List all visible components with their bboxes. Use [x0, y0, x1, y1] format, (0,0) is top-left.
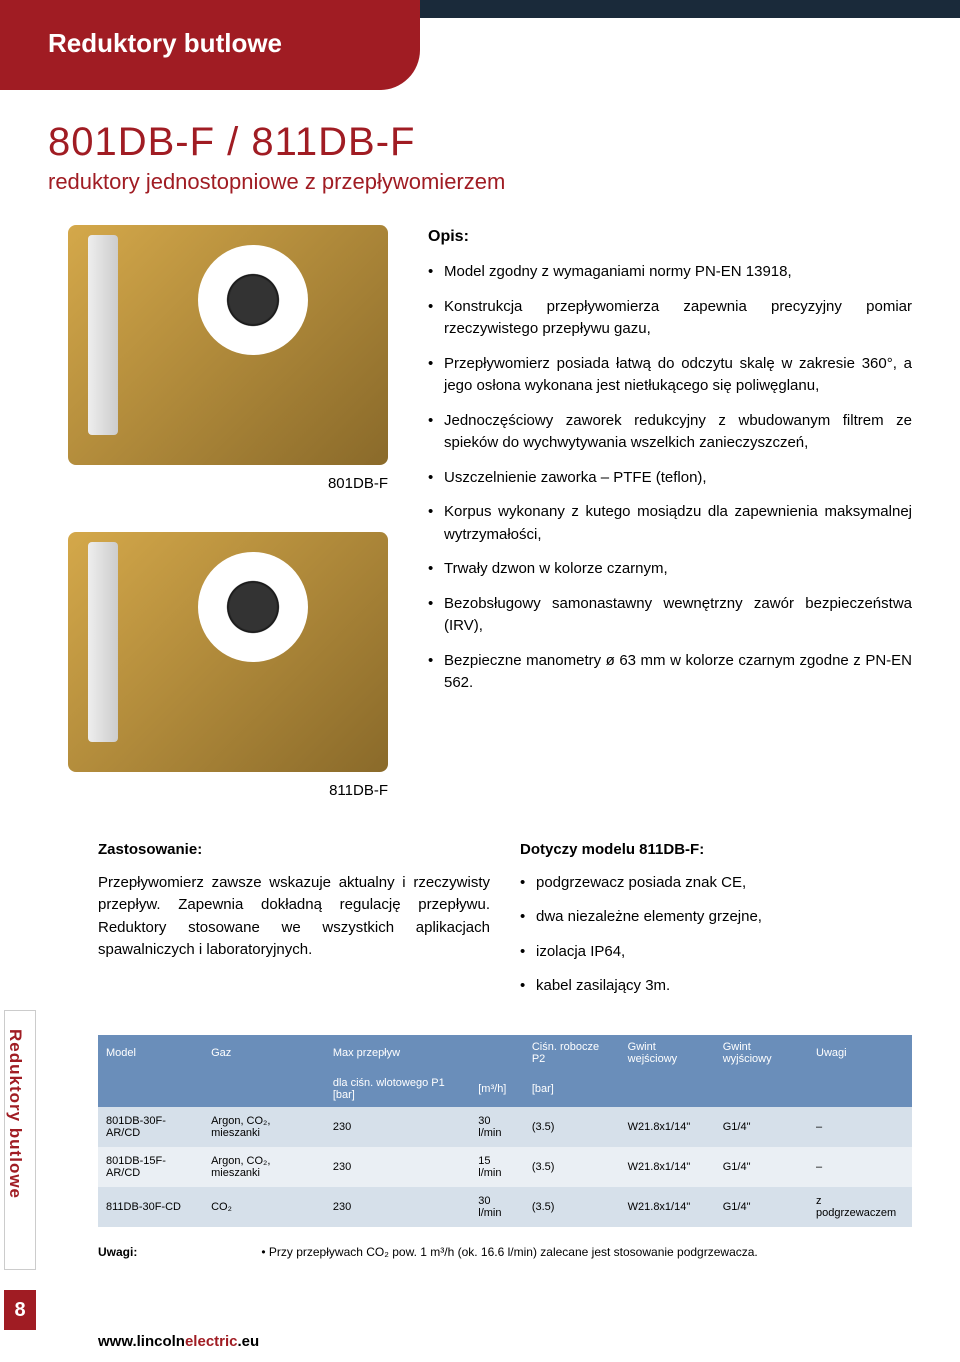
th-p2: Ciśn. robocze P2 [524, 1035, 620, 1071]
cell: G1/4" [715, 1187, 808, 1227]
url-brand2: electric [185, 1333, 238, 1350]
cell: 811DB-30F-CD [98, 1187, 203, 1227]
product-image-811dbf [68, 532, 388, 772]
desc-bullet: Przepływomierz posiada łatwą do odczytu … [428, 353, 912, 398]
side-tab: Reduktory butlowe [4, 1010, 36, 1270]
th-sub [203, 1071, 325, 1107]
notes-text: • Przy przepływach CO₂ pow. 1 m³/h (ok. … [261, 1245, 757, 1259]
variant-bullet: dwa niezależne elementy grzejne, [520, 906, 912, 929]
spec-table-wrap: Model Gaz Max przepływ Ciśn. robocze P2 … [48, 1035, 912, 1227]
th-sub: [bar] [524, 1071, 620, 1107]
cell: G1/4" [715, 1107, 808, 1147]
desc-bullet: Trwały dzwon w kolorze czarnym, [428, 558, 912, 581]
cell: 15 l/min [470, 1147, 524, 1187]
cell: (3.5) [524, 1107, 620, 1147]
cell: 230 [325, 1147, 470, 1187]
side-tab-label: Reduktory butlowe [5, 1011, 25, 1199]
application-block: Zastosowanie: Przepływomierz zawsze wska… [98, 839, 490, 1010]
th-sub [808, 1071, 912, 1107]
desc-bullet: Bezobsługowy samonastawny wewnętrzny zaw… [428, 593, 912, 638]
table-header-row-1: Model Gaz Max przepływ Ciśn. robocze P2 … [98, 1035, 912, 1071]
cell: W21.8x1/14" [620, 1147, 715, 1187]
table-row: 811DB-30F-CD CO₂ 230 30 l/min (3.5) W21.… [98, 1187, 912, 1227]
desc-bullet: Bezpieczne manometry ø 63 mm w kolorze c… [428, 650, 912, 695]
cell: Argon, CO₂, mieszanki [203, 1107, 325, 1147]
th-notes: Uwagi [808, 1035, 912, 1071]
image-label-1: 801DB-F [48, 475, 408, 492]
cell: CO₂ [203, 1187, 325, 1227]
url-brand1: lincoln [137, 1333, 185, 1350]
page-category-title: Reduktory butlowe [0, 0, 420, 59]
th-sub [715, 1071, 808, 1107]
variant-bullet: izolacja IP64, [520, 941, 912, 964]
variant-list: podgrzewacz posiada znak CE, dwa niezale… [520, 872, 912, 998]
th-gas: Gaz [203, 1035, 325, 1071]
product-image-801dbf [68, 225, 388, 465]
description-heading: Opis: [428, 225, 912, 249]
th-flow: Max przepływ [325, 1035, 524, 1071]
th-sub [98, 1071, 203, 1107]
th-sub: dla ciśn. wlotowego P1 [bar] [325, 1071, 470, 1107]
variant-bullet: kabel zasilający 3m. [520, 975, 912, 998]
cell: z podgrzewaczem [808, 1187, 912, 1227]
th-sub [620, 1071, 715, 1107]
desc-bullet: Korpus wykonany z kutego mosiądzu dla za… [428, 501, 912, 546]
url-suffix: .eu [238, 1333, 260, 1350]
desc-bullet: Konstrukcja przepływomierza zapewnia pre… [428, 296, 912, 341]
variant-block: Dotyczy modelu 811DB-F: podgrzewacz posi… [520, 839, 912, 1010]
cell: W21.8x1/14" [620, 1107, 715, 1147]
cell: – [808, 1147, 912, 1187]
cell: 801DB-30F-AR/CD [98, 1107, 203, 1147]
cell: 230 [325, 1107, 470, 1147]
image-label-2: 811DB-F [48, 782, 408, 799]
cell: G1/4" [715, 1147, 808, 1187]
th-model: Model [98, 1035, 203, 1071]
footer-url: www.lincolnelectric.eu [98, 1333, 259, 1350]
application-text: Przepływomierz zawsze wskazuje aktualny … [98, 872, 490, 962]
cell: (3.5) [524, 1147, 620, 1187]
header-red-banner: Reduktory butlowe [0, 0, 420, 90]
th-sub: [m³/h] [470, 1071, 524, 1107]
cell: (3.5) [524, 1187, 620, 1227]
image-column: 801DB-F 811DB-F [48, 225, 408, 819]
table-row: 801DB-30F-AR/CD Argon, CO₂, mieszanki 23… [98, 1107, 912, 1147]
table-row: 801DB-15F-AR/CD Argon, CO₂, mieszanki 23… [98, 1147, 912, 1187]
page-number: 8 [4, 1290, 36, 1330]
desc-bullet: Jednoczęściowy zaworek redukcyjny z wbud… [428, 410, 912, 455]
notes-block: Uwagi: • Przy przepływach CO₂ pow. 1 m³/… [48, 1245, 912, 1259]
application-heading: Zastosowanie: [98, 839, 490, 862]
description-list: Model zgodny z wymaganiami normy PN-EN 1… [428, 261, 912, 695]
notes-label: Uwagi: [98, 1245, 258, 1259]
table-header-row-2: dla ciśn. wlotowego P1 [bar] [m³/h] [bar… [98, 1071, 912, 1107]
url-prefix: www. [98, 1333, 137, 1350]
variant-heading: Dotyczy modelu 811DB-F: [520, 839, 912, 862]
cell: Argon, CO₂, mieszanki [203, 1147, 325, 1187]
product-title: 801DB-F / 811DB-F [48, 120, 912, 165]
description-column: Opis: Model zgodny z wymaganiami normy P… [428, 225, 912, 819]
cell: – [808, 1107, 912, 1147]
cell: 230 [325, 1187, 470, 1227]
variant-bullet: podgrzewacz posiada znak CE, [520, 872, 912, 895]
cell: W21.8x1/14" [620, 1187, 715, 1227]
product-subtitle: reduktory jednostopniowe z przepływomier… [48, 169, 912, 195]
cell: 30 l/min [470, 1107, 524, 1147]
spec-table: Model Gaz Max przepływ Ciśn. robocze P2 … [98, 1035, 912, 1227]
th-inlet: Gwint wejściowy [620, 1035, 715, 1071]
cell: 801DB-15F-AR/CD [98, 1147, 203, 1187]
cell: 30 l/min [470, 1187, 524, 1227]
desc-bullet: Model zgodny z wymaganiami normy PN-EN 1… [428, 261, 912, 284]
th-outlet: Gwint wyjściowy [715, 1035, 808, 1071]
desc-bullet: Uszczelnienie zaworka – PTFE (teflon), [428, 467, 912, 490]
